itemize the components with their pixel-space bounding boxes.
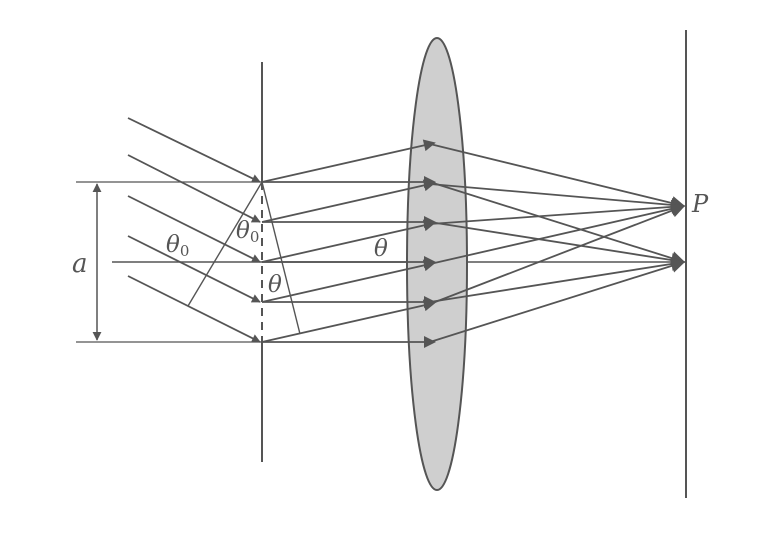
focused-rays-to-p xyxy=(429,143,686,305)
diffracted-ray xyxy=(261,299,436,343)
incident-angle-subscript: 0 xyxy=(250,228,260,246)
incident-wavefront-line xyxy=(187,181,263,307)
incident-angle-symbol: θ xyxy=(166,232,180,258)
focused-rays-to-center xyxy=(429,181,686,343)
focused-ray xyxy=(429,204,686,305)
diffracted-ray xyxy=(261,219,436,263)
diffraction-angle-label-slit: θ xyxy=(268,272,282,298)
incident-ray xyxy=(127,117,261,183)
focused-ray xyxy=(429,181,686,265)
diffracted-ray xyxy=(261,139,436,183)
focused-ray xyxy=(429,257,686,303)
diffracted-ray xyxy=(261,179,436,223)
incident-angle-label-left: θ0 xyxy=(166,232,189,260)
horizontal-rays xyxy=(262,176,436,348)
incident-angle-symbol: θ xyxy=(236,218,250,244)
converging-lens xyxy=(406,37,468,491)
focused-ray xyxy=(429,183,686,212)
diffraction-angle-label-lens: θ xyxy=(374,236,388,262)
focused-ray xyxy=(429,199,686,225)
focused-ray xyxy=(429,259,686,343)
incident-ray xyxy=(127,235,261,303)
incident-angle-subscript: 0 xyxy=(180,242,190,260)
focused-ray xyxy=(429,143,686,210)
point-p-label: P xyxy=(691,190,709,218)
focused-ray xyxy=(429,201,686,265)
incident-rays xyxy=(127,117,261,343)
incident-ray xyxy=(127,195,261,263)
diffracted-ray xyxy=(261,259,436,303)
diffracted-rays xyxy=(261,139,436,343)
incident-ray xyxy=(127,154,261,223)
slit-width-label: a xyxy=(72,249,88,279)
focused-ray xyxy=(429,221,686,267)
incident-angle-label-slit: θ0 xyxy=(236,218,259,246)
incident-ray xyxy=(127,275,261,343)
